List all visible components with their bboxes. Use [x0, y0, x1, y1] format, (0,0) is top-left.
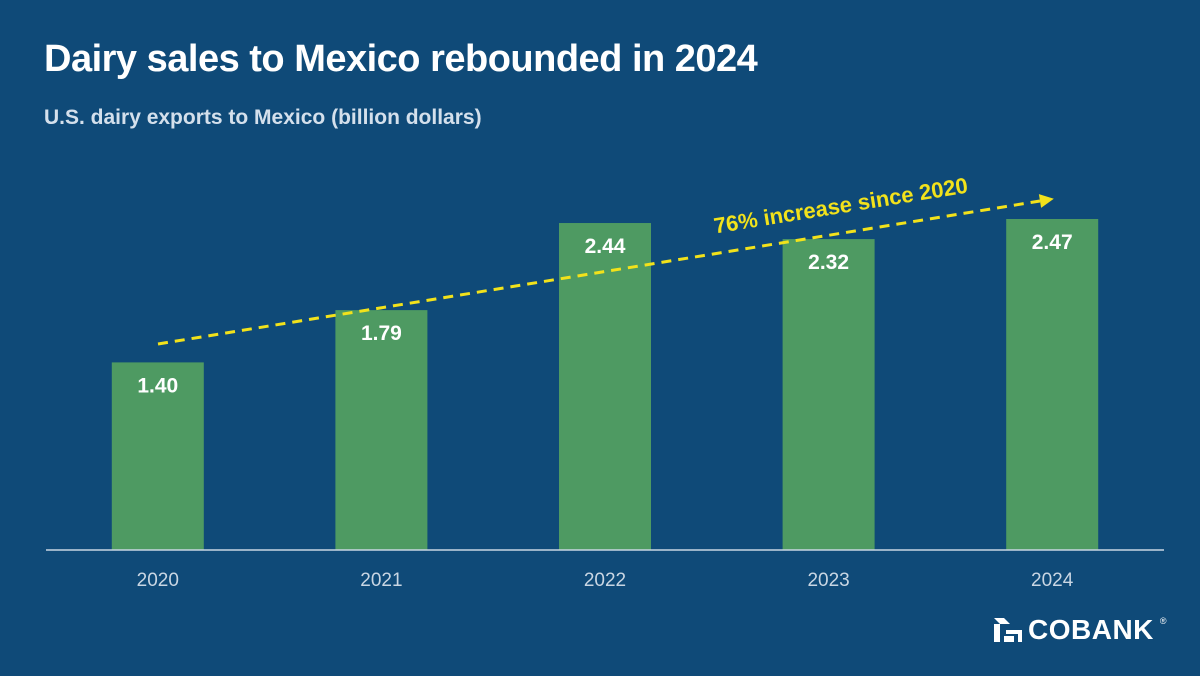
bars-group: 1.40 1.79 2.44 2.32 2.47 — [111, 219, 1099, 551]
trend-arrowhead — [1038, 194, 1054, 208]
x-tick-label-2024: 2024 — [1031, 570, 1074, 591]
x-tick-label-2023: 2023 — [807, 570, 849, 591]
bar-2022 — [559, 223, 651, 550]
bar-value-label-2021: 1.79 — [361, 322, 402, 345]
bar-value-label-2023: 2.32 — [808, 251, 849, 274]
x-axis-labels: 2020 2021 2022 2023 2024 — [137, 570, 1074, 591]
chart-subtitle: U.S. dairy exports to Mexico (billion do… — [44, 106, 482, 129]
cobank-logo: COBANK ® — [994, 614, 1167, 646]
bar-2021 — [335, 310, 428, 550]
bar-2020 — [111, 362, 204, 550]
x-tick-label-2022: 2022 — [584, 570, 626, 591]
trend-annotation-text: 76% increase since 2020 — [712, 173, 970, 239]
x-tick-label-2021: 2021 — [360, 570, 402, 591]
cobank-logo-icon — [994, 618, 1022, 642]
bar-value-label-2022: 2.44 — [585, 235, 626, 258]
cobank-logo-text: COBANK — [1028, 614, 1154, 645]
bar-value-label-2020: 1.40 — [137, 374, 178, 397]
trademark-mark: ® — [1159, 616, 1167, 626]
bar-2024 — [1006, 219, 1099, 550]
bar-value-label-2024: 2.47 — [1032, 231, 1073, 254]
chart-title: Dairy sales to Mexico rebounded in 2024 — [44, 38, 758, 80]
bar-2023 — [782, 239, 875, 551]
x-tick-label-2020: 2020 — [137, 570, 179, 591]
trend-dashed-line — [157, 199, 1041, 346]
